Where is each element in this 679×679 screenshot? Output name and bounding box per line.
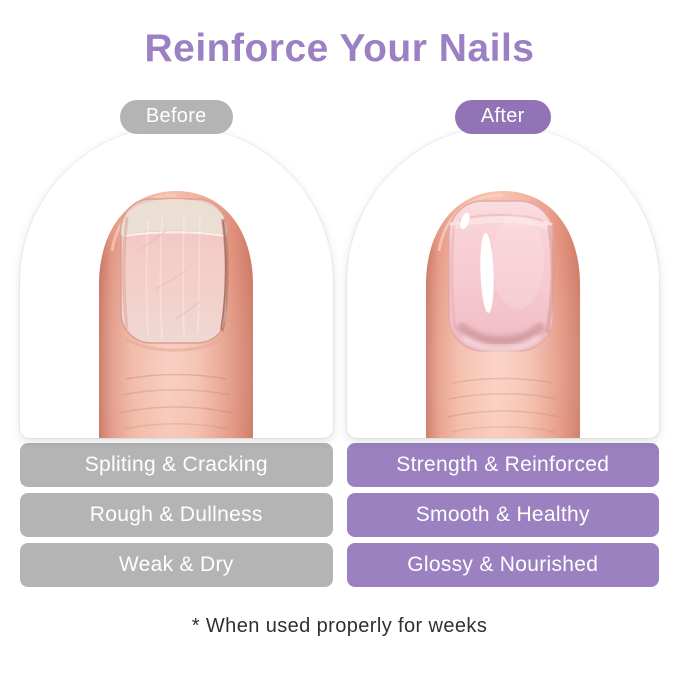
footnote: * When used properly for weeks [191,614,488,637]
after-column: After [346,99,659,587]
before-badge: Before [119,99,233,134]
after-label-2: Smooth & Healthy [346,492,659,537]
before-finger-image [99,190,254,438]
gloss-dot-highlight [460,212,470,230]
gloss-streak-highlight [480,232,494,313]
after-labels: Strength & Reinforced Smooth & Healthy G… [346,442,659,587]
page-title: Reinforce Your Nails [144,27,535,70]
after-badge: After [454,99,551,134]
after-label-1: Strength & Reinforced [346,442,659,487]
after-label-3: Glossy & Nourished [346,542,659,587]
before-labels: Spliting & Cracking Rough & Dullness Wea… [20,442,333,587]
before-label-1: Spliting & Cracking [20,442,333,487]
before-label-2: Rough & Dullness [20,492,333,537]
gloss-sheen [491,212,544,309]
before-label-3: Weak & Dry [20,542,333,587]
after-photo-arch [346,125,659,438]
before-nail [120,198,229,352]
after-finger-image [425,190,580,438]
before-column: Before [20,99,333,587]
before-photo-arch [20,125,333,438]
comparison-columns: Before [0,99,679,587]
after-nail [448,200,555,353]
